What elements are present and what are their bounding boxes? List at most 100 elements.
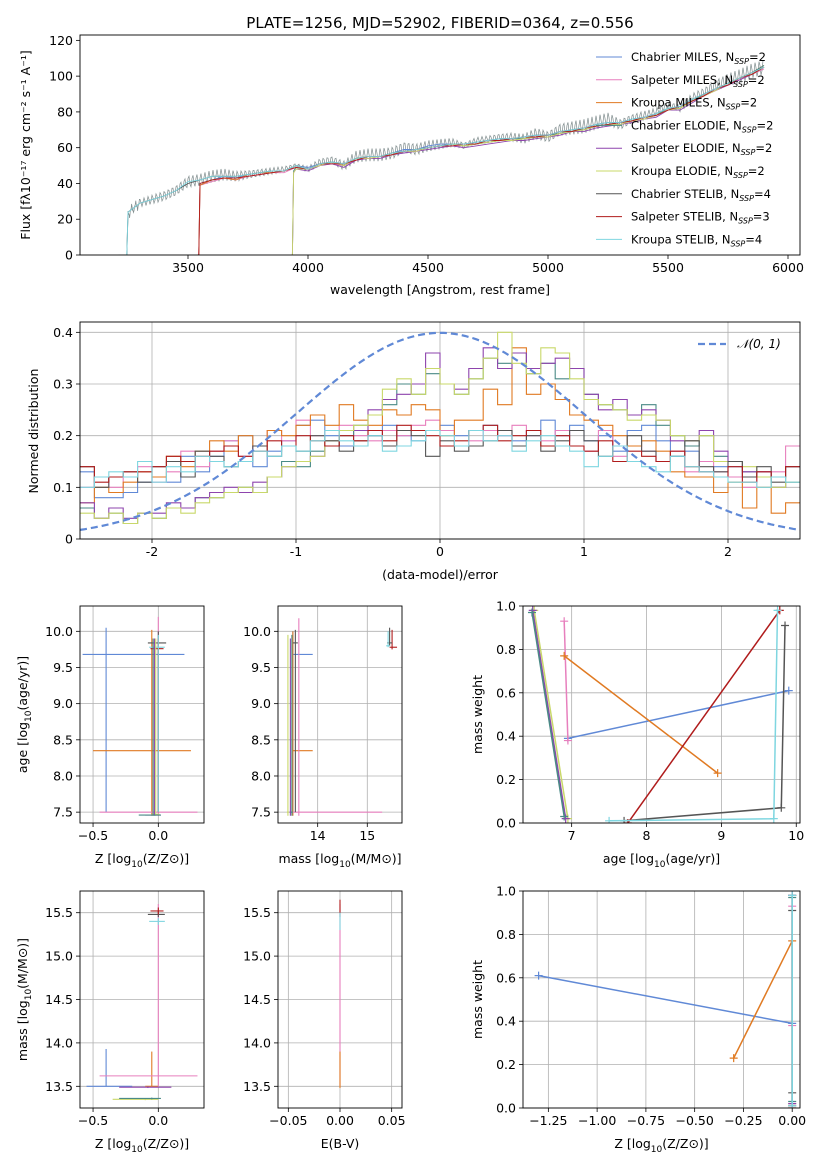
z-mass-panel: −0.5 0.013.514.014.515.015.5Z [log10(Z/Z⊙… [15, 890, 205, 1155]
y-tick-label: 0.2 [53, 428, 73, 443]
y-tick-label: 80 [57, 104, 73, 119]
errorbar [119, 1086, 172, 1089]
residual-ylabel: Normed distribution [26, 369, 41, 494]
residual-histogram [80, 424, 800, 483]
weight-marker [788, 1101, 797, 1108]
age-weight-ylabel-main: mass weight [470, 675, 485, 754]
legend-entry-name: Salpeter STELIB, N [631, 210, 738, 224]
x-tick-label: 5000 [532, 260, 564, 275]
x-tick-label: 14 [310, 828, 326, 843]
legend-entry-suffix: =4 [754, 187, 771, 201]
errorbar [292, 618, 383, 816]
axes-frame [277, 605, 403, 824]
x-tick-label: 10 [788, 828, 804, 843]
legend-entry-name: Salpeter ELODIE, N [631, 141, 741, 155]
residual-histogram [80, 331, 800, 525]
x-tick-label: -2 [146, 544, 158, 559]
y-tick-label: 8.0 [53, 768, 73, 783]
errorbar [82, 627, 185, 813]
y-tick-label: 0.2 [496, 1057, 516, 1072]
z-weight-xlabel-expr: (Z/Z⊙)] [662, 1136, 708, 1151]
y-tick-label: 9.5 [251, 660, 271, 675]
weight-marker [563, 736, 572, 745]
ebv-mass-xlabel: E(B-V) [321, 1136, 360, 1151]
x-tick-label: 0.0 [148, 828, 168, 843]
y-tick-label: 14.5 [45, 992, 73, 1007]
y-tick-label: 7.5 [53, 805, 73, 820]
age-weight-marks [527, 606, 793, 823]
mass-age-xlabel-expr: (M/M⊙)] [351, 851, 402, 866]
legend-entry: Kroupa ELODIE, NSSP=2 [631, 164, 765, 180]
errorbar [290, 634, 293, 816]
legend-entry-name: Chabrier ELODIE, N [631, 118, 742, 132]
mass-age-panel: 14 15 7.5 8.0 8.5 9.0 9.5 10.0 mass [log10(M/M⊙)… [243, 605, 403, 870]
legend-entry-name: Chabrier STELIB, N [631, 187, 739, 201]
x-tick-label: 7 [568, 828, 576, 843]
z-mass-marks [86, 904, 198, 1101]
z-mass-xlabel-expr: (Z/Z⊙)] [143, 1136, 189, 1151]
x-tick-label: -1 [290, 544, 302, 559]
x-tick-label: 0.00 [778, 1113, 806, 1128]
z-mass-ylabel-main: mass [log [15, 1000, 30, 1061]
z-age-ylabel-main: age [log [15, 722, 30, 773]
errorbar [149, 917, 165, 925]
z-weight-ylabel: mass weight [470, 960, 485, 1039]
errorbar [138, 638, 161, 816]
weight-marker [784, 686, 793, 695]
errorbar [286, 634, 289, 816]
x-tick-label: −1.00 [578, 1113, 616, 1128]
y-tick-label: 0.1 [53, 480, 73, 495]
y-tick-label: 13.5 [45, 1079, 73, 1094]
mass-age-xlabel-sub: 10 [339, 860, 351, 870]
weight-line [531, 610, 567, 819]
z-age-xlabel: Z [log10(Z/Z⊙)] [95, 851, 189, 870]
spectrum-title: PLATE=1256, MJD=52902, FIBERID=0364, z=0… [246, 14, 633, 32]
spectrum-xlabel: wavelength [Angstrom, rest frame] [330, 282, 550, 297]
x-tick-label: 8 [643, 828, 651, 843]
y-tick-label: 9.5 [53, 660, 73, 675]
legend-entry-suffix: =2 [740, 96, 757, 110]
residual-histogram [80, 429, 800, 488]
y-tick-label: 14.5 [243, 992, 271, 1007]
z-mass-ylabel-sub: 10 [24, 989, 34, 1001]
legend-entry-sub: SSP [726, 103, 741, 112]
legend-entry-name: Kroupa MILES, N [631, 96, 726, 110]
y-tick-label: 20 [57, 212, 73, 227]
y-tick-label: 0.3 [53, 377, 73, 392]
z-weight-ylabel-main: mass weight [470, 960, 485, 1039]
y-tick-label: 8.5 [251, 732, 271, 747]
z-mass-xlabel-sub: 10 [131, 1145, 143, 1155]
gaussian-curve [80, 331, 800, 531]
z-mass-xlabel: Z [log10(Z/Z⊙)] [95, 1136, 189, 1155]
z-age-xlabel-expr: (Z/Z⊙)] [143, 851, 189, 866]
x-tick-label: 2 [724, 544, 732, 559]
legend-entry-sub: SSP [738, 217, 753, 226]
x-tick-label: −1.25 [529, 1113, 567, 1128]
age-weight-xlabel-main: age [log [603, 851, 654, 866]
z-weight-xlabel: Z [log10(Z/Z⊙)] [614, 1136, 708, 1155]
weight-line [733, 940, 793, 1059]
spectrum-panel: 3500 4000 4500 5000 5500 6000 0 20 40 60 80 100 120 P… [18, 14, 804, 297]
legend-entry: Salpeter STELIB, NSSP=3 [631, 210, 770, 226]
y-tick-label: 0.8 [496, 642, 516, 657]
age-weight-xlabel-expr: (age/yr)] [665, 851, 720, 866]
errorbar [119, 1097, 161, 1100]
legend-entry-name: Kroupa STELIB, N [631, 232, 731, 246]
legend-entry: Chabrier MILES, NSSP=2 [631, 50, 766, 66]
gaussian-legend-label: 𝒩(0, 1) [737, 337, 781, 351]
y-tick-label: 15.5 [45, 905, 73, 920]
x-tick-label: 4500 [412, 260, 444, 275]
y-tick-label: 0.4 [53, 325, 73, 340]
axes-frame [79, 605, 205, 824]
weight-marker [713, 769, 722, 778]
errorbar [389, 629, 398, 650]
weight-line [563, 621, 569, 741]
weight-marker [729, 1054, 738, 1063]
x-tick-label: 4000 [292, 260, 324, 275]
weight-line [538, 974, 793, 1025]
z-weight-xlabel-main: Z [log [614, 1136, 650, 1151]
x-tick-label: 9 [717, 828, 725, 843]
spectrum-lines [118, 60, 765, 255]
x-tick-label: 1 [580, 544, 588, 559]
z-age-ylabel-sub: 10 [24, 710, 34, 722]
